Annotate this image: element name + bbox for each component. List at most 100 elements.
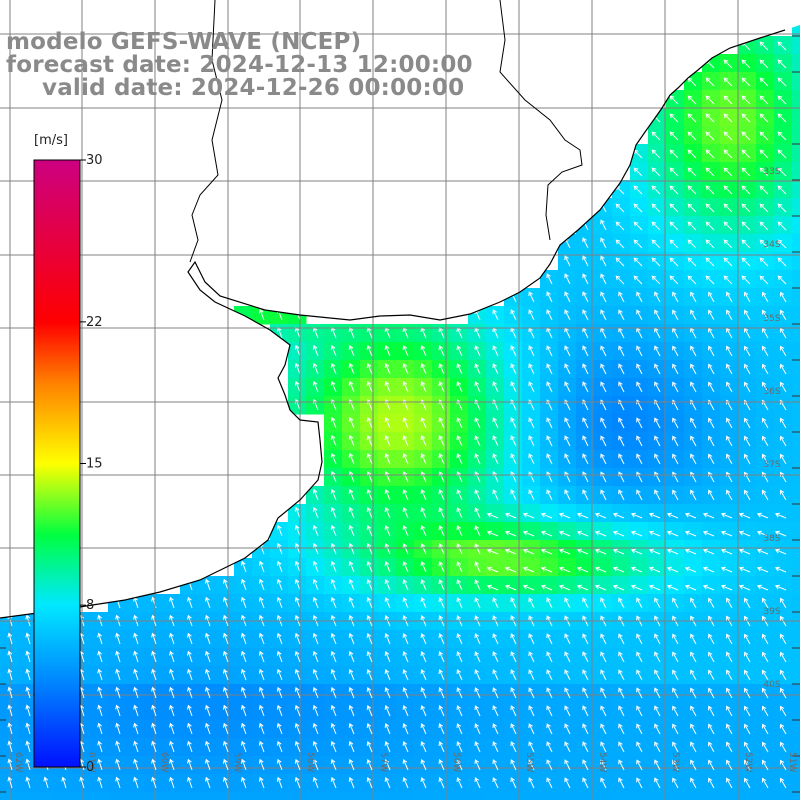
wind-arrow-head bbox=[133, 704, 138, 710]
wind-arrow-head bbox=[600, 381, 605, 387]
field-cell bbox=[468, 324, 487, 343]
wind-arrow-head bbox=[636, 669, 641, 675]
wind-arrow bbox=[349, 705, 355, 717]
field-cell bbox=[558, 576, 577, 595]
wind-arrow-head bbox=[743, 687, 749, 693]
wind-arrow bbox=[457, 741, 463, 753]
wind-arrow-head bbox=[522, 566, 528, 572]
wind-arrow bbox=[600, 723, 607, 735]
wind-arrow bbox=[633, 149, 643, 159]
wind-arrow-head bbox=[726, 597, 731, 603]
field-cell bbox=[666, 540, 685, 559]
wind-arrow bbox=[705, 149, 715, 159]
field-cell bbox=[792, 54, 800, 73]
wind-arrow-head bbox=[564, 705, 569, 711]
field-cell bbox=[684, 144, 703, 163]
wind-arrow bbox=[26, 633, 31, 645]
field-cell bbox=[774, 198, 793, 217]
field-cell bbox=[162, 594, 181, 613]
wind-arrow-head bbox=[636, 345, 641, 351]
wind-arrow-head bbox=[366, 524, 372, 530]
wind-arrow-head bbox=[600, 759, 605, 765]
wind-arrow bbox=[295, 705, 301, 717]
wind-arrow-head bbox=[330, 668, 336, 674]
wind-arrow-head bbox=[456, 435, 462, 441]
wind-arrow bbox=[595, 531, 607, 537]
wind-arrow bbox=[385, 705, 391, 717]
wind-arrow bbox=[474, 633, 481, 645]
wind-arrow bbox=[780, 382, 787, 393]
wind-arrow bbox=[331, 417, 337, 429]
wind-arrow-head bbox=[726, 741, 731, 747]
wind-arrow bbox=[577, 549, 589, 555]
field-cell bbox=[72, 792, 91, 804]
wind-arrow-head bbox=[690, 453, 695, 459]
wind-arrow-head bbox=[723, 257, 729, 263]
wind-arrow-head bbox=[540, 584, 546, 590]
wind-arrow bbox=[134, 633, 139, 645]
wind-arrow bbox=[421, 777, 427, 789]
field-cell bbox=[666, 162, 685, 181]
field-cell bbox=[162, 702, 181, 721]
wind-arrow bbox=[367, 705, 373, 717]
wind-arrow bbox=[775, 531, 787, 537]
wind-arrow-head bbox=[672, 435, 677, 441]
wind-arrow bbox=[98, 669, 103, 681]
wind-arrow bbox=[721, 549, 733, 555]
wind-arrow-head bbox=[366, 560, 372, 566]
wind-arrow bbox=[457, 381, 463, 393]
wind-arrow bbox=[313, 525, 319, 537]
wind-arrow-head bbox=[492, 705, 497, 711]
wind-arrow-head bbox=[630, 584, 636, 590]
wind-arrow-head bbox=[115, 776, 120, 782]
wind-arrow bbox=[654, 778, 661, 789]
wind-arrow bbox=[762, 454, 769, 465]
field-cell bbox=[648, 144, 667, 163]
wind-arrow-head bbox=[25, 614, 31, 620]
wind-arrow bbox=[559, 567, 571, 573]
field-cell bbox=[342, 792, 361, 804]
wind-arrow-head bbox=[651, 149, 657, 155]
field-cell bbox=[792, 270, 800, 289]
wind-arrow bbox=[457, 777, 463, 789]
wind-arrow-head bbox=[420, 399, 426, 404]
wind-arrow-head bbox=[612, 548, 618, 554]
wind-arrow bbox=[223, 705, 229, 717]
field-cell bbox=[414, 342, 433, 361]
wind-arrow-head bbox=[474, 561, 480, 567]
field-cell bbox=[288, 576, 307, 595]
field-cell bbox=[198, 792, 217, 804]
wind-arrow bbox=[8, 669, 13, 681]
wind-arrow-head bbox=[723, 167, 729, 173]
field-cell bbox=[342, 720, 361, 739]
wind-arrow bbox=[600, 759, 607, 771]
wind-arrow bbox=[649, 585, 661, 591]
field-cell bbox=[18, 720, 37, 739]
field-cell bbox=[738, 72, 757, 91]
field-cell bbox=[792, 522, 800, 541]
wind-arrow-head bbox=[276, 668, 282, 674]
wind-arrow bbox=[703, 513, 715, 519]
wind-arrow bbox=[723, 77, 733, 87]
field-cell bbox=[180, 774, 199, 793]
field-cell bbox=[180, 702, 199, 721]
field-cell bbox=[342, 522, 361, 541]
wind-arrow-head bbox=[666, 512, 672, 518]
wind-arrow bbox=[116, 687, 121, 699]
wind-arrow-head bbox=[774, 584, 780, 590]
field-cell bbox=[792, 432, 800, 451]
field-cell bbox=[612, 558, 631, 577]
wind-arrow-head bbox=[705, 167, 711, 173]
wind-arrow-head bbox=[312, 344, 318, 350]
field-cell bbox=[234, 576, 253, 595]
wind-arrow-head bbox=[594, 566, 600, 572]
wind-arrow-head bbox=[672, 633, 677, 639]
wind-arrow bbox=[474, 759, 481, 771]
field-cell bbox=[756, 576, 775, 595]
wind-arrow-head bbox=[240, 596, 246, 602]
wind-arrow bbox=[492, 345, 499, 357]
wind-arrow bbox=[385, 471, 391, 483]
wind-arrow bbox=[564, 741, 571, 753]
wind-arrow-head bbox=[705, 239, 711, 245]
wind-arrow bbox=[762, 670, 769, 681]
